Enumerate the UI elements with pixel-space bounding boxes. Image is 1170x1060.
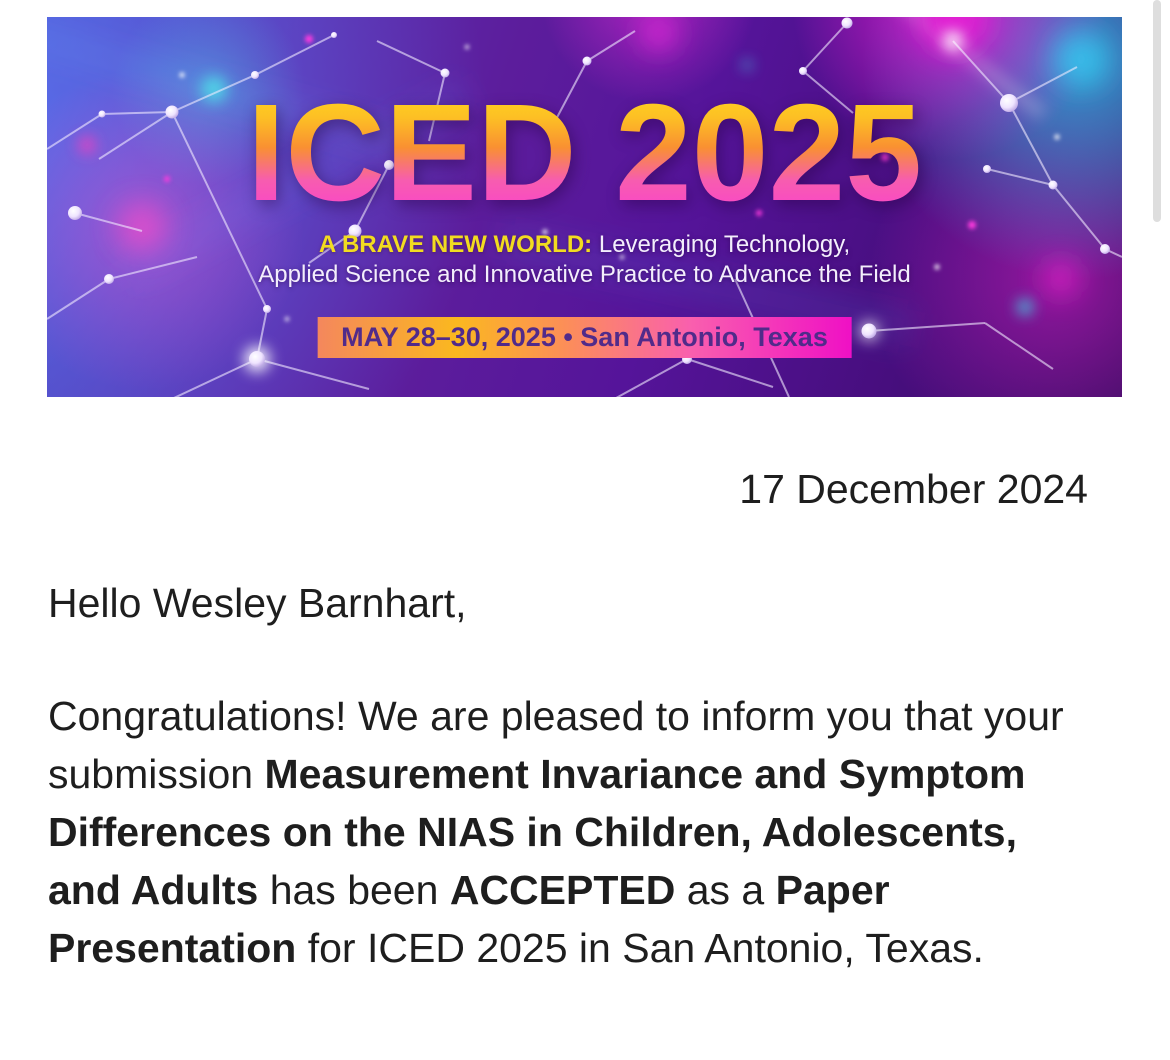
letter-date: 17 December 2024 [739,466,1088,512]
tagline-line1-rest: Leveraging Technology, [592,231,851,258]
tagline-line2: Applied Science and Innovative Practice … [258,261,911,288]
paragraph-segment: for ICED 2025 in San Antonio, Texas. [296,925,984,971]
acceptance-paragraph: Congratulations! We are pleased to infor… [48,687,1088,977]
submission-title-bold: Measurement Invariance and Symptom Diffe… [48,751,1026,913]
greeting-line: Hello Wesley Barnhart, [48,580,467,626]
paragraph-segment: as a [675,867,776,913]
conference-banner-image: ICED 2025 A BRAVE NEW WORLD: Leveraging … [47,17,1122,397]
vertical-scrollbar-thumb[interactable] [1153,0,1161,222]
conference-tagline: A BRAVE NEW WORLD: Leveraging Technology… [47,230,1122,290]
email-body: 17 December 2024 Hello Wesley Barnhart, … [48,397,1088,977]
conference-title: ICED 2025 [47,84,1122,222]
paragraph-segment: Congratulations! We are pleased to infor… [48,693,1064,797]
paragraph-segment: has been [258,867,450,913]
tagline-line1: A BRAVE NEW WORLD: Leveraging Technology… [47,230,1122,260]
presentation-type-bold: Paper Presentation [48,867,890,971]
tagline-theme-accent: A BRAVE NEW WORLD: [318,231,593,258]
accepted-status-bold: ACCEPTED [449,867,676,913]
conference-date-location-badge: MAY 28–30, 2025 • San Antonio, Texas [317,317,852,358]
